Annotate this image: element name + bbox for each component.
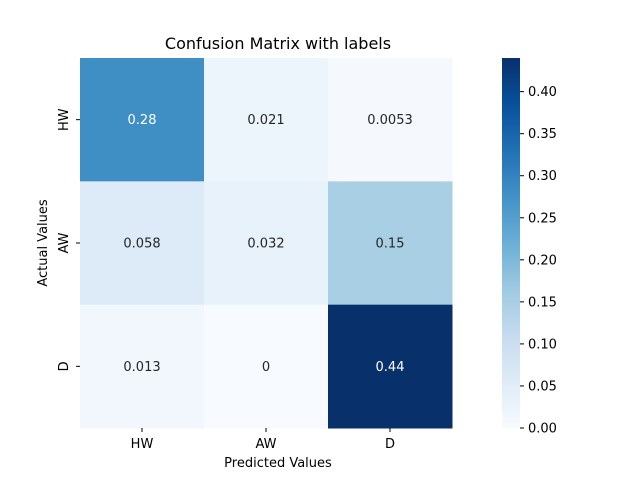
heatmap-cell-d-hw <box>80 304 205 429</box>
colorbar-tick-label: 0.40 <box>528 85 557 100</box>
y-tick-label: D <box>57 361 72 371</box>
colorbar-tick-label: 0.00 <box>528 422 557 437</box>
colorbar-tick-label: 0.15 <box>528 295 557 310</box>
chart-title: Confusion Matrix with labels <box>165 34 391 53</box>
cell-value-label: 0.44 <box>376 360 405 375</box>
heatmap-cell-d-d <box>328 304 453 429</box>
colorbar-tick-label: 0.25 <box>528 211 557 226</box>
heatmap-cell-aw-aw <box>204 181 329 306</box>
colorbar-ticks: 0.00 0.05 0.10 0.15 0.20 0.25 0.30 0.35 0.40 <box>520 85 557 437</box>
heatmap-cell-hw-aw <box>204 58 329 182</box>
cell-value-label: 0.0053 <box>367 113 413 128</box>
cell-value-label: 0.058 <box>123 237 160 252</box>
heatmap-cells <box>80 58 453 429</box>
cell-value-label: 0.021 <box>247 113 284 128</box>
colorbar-tick-label: 0.05 <box>528 379 557 394</box>
y-tick-label: AW <box>57 232 72 253</box>
x-axis-label: Predicted Values <box>224 456 332 471</box>
cell-labels: 0.28 0.021 0.0053 0.058 0.032 0.15 0.013 0 0.44 <box>123 113 412 375</box>
colorbar-tick-label: 0.10 <box>528 337 557 352</box>
heatmap-cell-aw-d <box>328 181 453 306</box>
cell-value-label: 0.28 <box>128 113 157 128</box>
colorbar-tick-label: 0.20 <box>528 253 557 268</box>
y-axis-ticks: HW AW D <box>57 108 80 371</box>
heatmap-cell-hw-hw <box>80 58 205 182</box>
y-axis-label: Actual Values <box>36 199 51 287</box>
heatmap-cell-hw-d <box>328 58 453 182</box>
cell-value-label: 0.013 <box>123 360 160 375</box>
x-tick-label: AW <box>255 437 276 452</box>
x-axis-ticks: HW AW D <box>131 428 395 452</box>
cell-value-label: 0.032 <box>247 237 284 252</box>
cell-value-label: 0.15 <box>376 237 405 252</box>
y-tick-label: HW <box>57 108 72 131</box>
x-tick-label: D <box>385 437 395 452</box>
heatmap-cell-d-aw <box>204 304 329 429</box>
heatmap-cell-aw-hw <box>80 181 205 306</box>
x-tick-label: HW <box>131 437 154 452</box>
colorbar-tick-label: 0.35 <box>528 127 557 142</box>
colorbar <box>502 58 520 428</box>
colorbar-tick-label: 0.30 <box>528 169 557 184</box>
cell-value-label: 0 <box>262 360 270 375</box>
